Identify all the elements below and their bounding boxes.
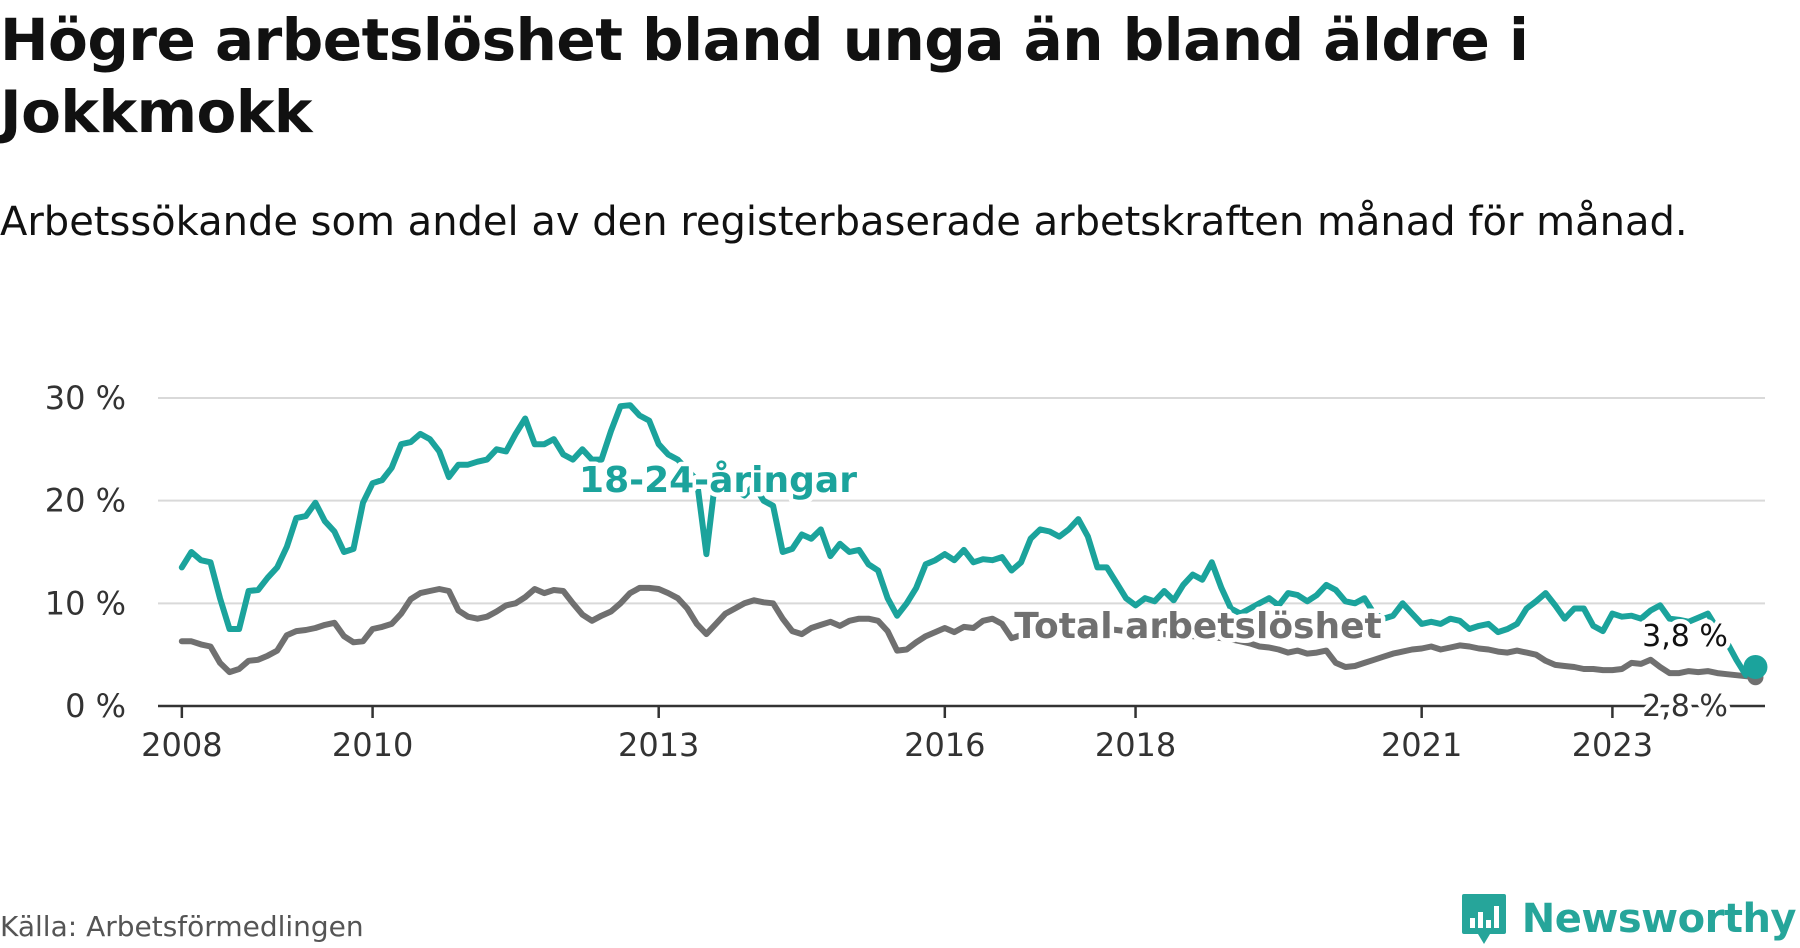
series-label-youth-halo: 18-24-åringar: [579, 460, 857, 501]
end-label-youth-halo: 3,8 %: [1642, 619, 1728, 654]
end-label-total: 2,8 %: [1642, 689, 1728, 724]
y-tick-label: 30 %: [45, 379, 126, 417]
end-label-total-halo: 2,8 %: [1642, 689, 1728, 724]
series-line-total: [178, 584, 1759, 681]
newsworthy-logo-icon: [1461, 894, 1506, 944]
x-tick-label: 2010: [332, 726, 413, 764]
chart-title: Högre arbetslöshet bland unga än bland ä…: [0, 6, 1529, 146]
y-tick-label: 0 %: [65, 687, 126, 725]
grid-lines: [158, 397, 1765, 605]
x-tick-label: 2013: [618, 726, 699, 764]
brand-name: Newsworthy: [1521, 896, 1797, 942]
series-line-youth: [178, 402, 1759, 679]
x-tick-label: 2021: [1381, 726, 1462, 764]
series-label-total-halo: Total arbetslöshet: [1014, 606, 1382, 647]
end-label-youth: 3,8 %: [1642, 619, 1728, 654]
series-label-total: Total arbetslöshet: [1014, 606, 1382, 647]
y-tick-label: 20 %: [45, 482, 126, 520]
x-tick-label: 2023: [1572, 726, 1653, 764]
x-tick-label: 2018: [1095, 726, 1176, 764]
axes: 0 % 10 % 20 % 30 % 2008 2010 2013 2016 2018 2021 2…: [45, 379, 1765, 764]
series-label-youth: 18-24-åringar: [579, 460, 857, 501]
chart-subtitle: Arbetssökande som andel av den registerb…: [0, 199, 1688, 245]
series-lines: [178, 402, 1768, 686]
x-tick-label: 2016: [904, 726, 985, 764]
source-note: Källa: Arbetsförmedlingen: [0, 910, 364, 943]
brand: Newsworthy: [1460, 892, 1797, 946]
endpoint-marker-youth: [1743, 654, 1768, 679]
x-tick-label: 2008: [141, 726, 222, 764]
y-tick-label: 10 %: [45, 584, 126, 622]
